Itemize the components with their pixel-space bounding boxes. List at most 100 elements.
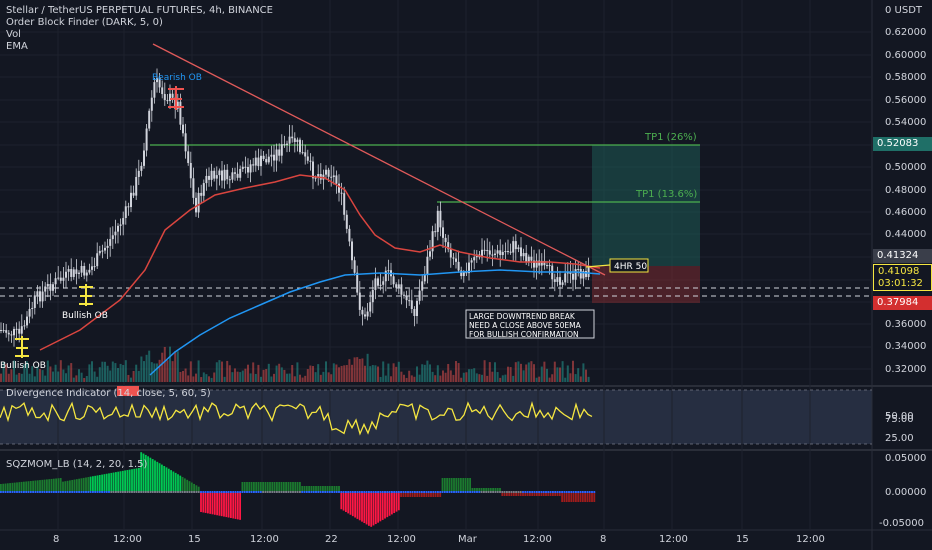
sqzmom-bar [524, 492, 527, 496]
volume-bar [540, 366, 543, 382]
sqzmom-dot [253, 491, 255, 493]
sqzmom-dot [331, 491, 333, 493]
sqzmom-bar [144, 454, 147, 492]
analysis-note-line: FOR BULLISH CONFIRMATION [469, 330, 579, 339]
volume-bar [358, 358, 361, 382]
sqzmom-bar [485, 488, 488, 492]
study-legend-volume[interactable]: Vol [6, 29, 21, 40]
volume-bar [306, 369, 309, 382]
divergence-indicator-title[interactable]: Divergence Indicator (14, close, 5, 60, … [6, 388, 211, 399]
candle [447, 234, 450, 253]
volume-bar [553, 361, 556, 382]
time-axis[interactable]: 8 12:00 15 12:00 22 12:00 Mar 12:00 8 12… [0, 531, 872, 550]
sqzmom-dot [121, 491, 124, 493]
downtrend-line[interactable] [152, 43, 606, 276]
sqzmom-bar [69, 480, 71, 492]
sqzmom-dot [501, 491, 504, 493]
sqzmom-dot [349, 491, 352, 493]
volume-bar [23, 364, 26, 382]
study-legend-order-block[interactable]: Order Block Finder (DARK, 5, 0) [6, 17, 163, 28]
sqzmom-bar [239, 492, 241, 520]
divergence-tick: 75.00 [885, 414, 914, 425]
sqzmom-bar [282, 482, 285, 492]
volume-bar [345, 365, 348, 382]
sqzmom-dot [317, 491, 320, 493]
sqzmom-dot [6, 491, 9, 493]
volume-bar [257, 364, 260, 382]
sqzmom-indicator-title[interactable]: SQZMOM_LB (14, 2, 20, 1.5) [6, 459, 148, 470]
sqzmom-dot [4, 491, 7, 493]
volume-bar [455, 361, 457, 382]
price-tick: 0.34000 [885, 341, 927, 352]
volume-bar [189, 361, 192, 382]
candle [236, 162, 239, 181]
candle [257, 148, 260, 171]
sqzmom-dot [154, 491, 156, 493]
sqzmom-bar [204, 492, 207, 513]
volume-bar [481, 374, 483, 382]
candle [553, 273, 556, 292]
sqzmom-bar [418, 492, 421, 497]
sqzmom-dot [138, 491, 140, 493]
sqzmom-bar [328, 486, 331, 492]
price-axis[interactable]: 0 USDT 0.62000 0.60000 0.58000 0.56000 0… [873, 0, 932, 530]
sqzmom-dot [338, 491, 340, 493]
candle [221, 161, 223, 189]
volume-bar [325, 361, 327, 382]
candle [187, 145, 190, 166]
volume-bar [377, 366, 379, 382]
sqzmom-bar [342, 492, 345, 511]
sqzmom-dot [515, 491, 517, 493]
sqzmom-dot [69, 491, 71, 493]
analysis-note-box[interactable] [465, 309, 595, 339]
sqzmom-bar [588, 492, 591, 502]
sqzmom-bar [246, 482, 248, 492]
sqzmom-bar [9, 483, 11, 492]
sqzmom-bar [18, 482, 21, 492]
volume-bar [548, 377, 551, 382]
sqzmom-dot [202, 491, 205, 493]
sqzmom-bar [386, 492, 389, 518]
take-profit-zone[interactable] [592, 145, 700, 266]
volume-bar [353, 357, 356, 382]
volume-bar [577, 368, 580, 382]
volume-bar [457, 363, 460, 382]
volume-bar [478, 374, 481, 382]
sqzmom-bar [216, 492, 218, 516]
sqzmom-bar [372, 492, 375, 526]
candle [83, 262, 86, 280]
sqzmom-dot [177, 491, 179, 493]
volume-bar [59, 360, 62, 382]
volume-bar [93, 371, 96, 382]
sqzmom-bar [434, 492, 437, 497]
sqzmom-dot [11, 491, 14, 493]
volume-bar [221, 361, 223, 382]
ema-50-line [39, 174, 601, 351]
study-legend-ema[interactable]: EMA [6, 41, 28, 52]
ema-note-box[interactable] [609, 258, 649, 273]
candle [130, 185, 132, 213]
sqzmom-bar [427, 492, 430, 497]
volume-bar [117, 368, 119, 382]
sqzmom-dot [170, 491, 172, 493]
candle [143, 142, 145, 169]
sqzmom-dot [374, 491, 377, 493]
volume-bar [434, 375, 437, 382]
volume-bar [231, 372, 234, 382]
volume-bar [278, 363, 281, 382]
symbol-title[interactable]: Stellar / TetherUS PERPETUAL FUTURES, 4h… [6, 5, 273, 16]
volume-bar [273, 373, 275, 382]
sqzmom-bar [363, 492, 366, 524]
candle [52, 282, 54, 297]
volume-bar [252, 362, 255, 382]
volume-bar [447, 363, 450, 382]
candle [288, 124, 291, 152]
volume-bar [182, 370, 184, 382]
candle [494, 249, 496, 258]
volume-bar [26, 361, 28, 382]
volume-bar [395, 366, 398, 382]
volume-bar [13, 360, 15, 382]
price-pane[interactable] [0, 0, 872, 385]
candle [127, 202, 130, 216]
